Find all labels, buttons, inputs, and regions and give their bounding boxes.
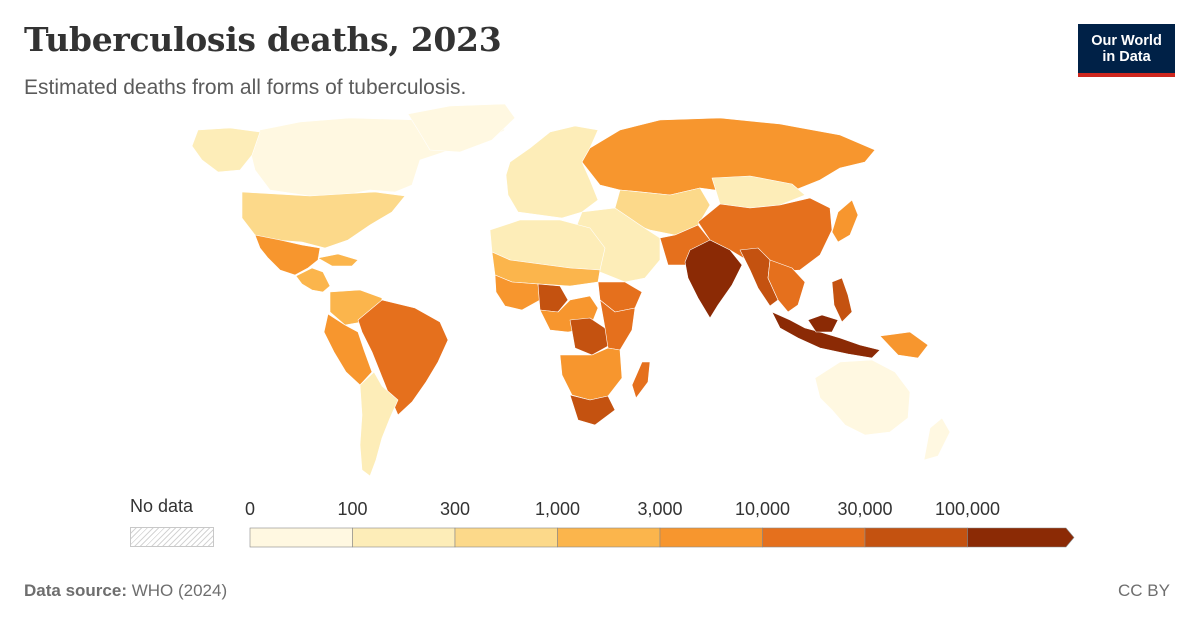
map-region[interactable] [505,125,599,219]
map-region[interactable] [684,239,743,319]
license-label[interactable]: CC BY [1118,581,1170,600]
legend-bin[interactable] [967,527,1075,548]
map-region[interactable] [807,314,839,333]
map-region[interactable] [771,311,881,359]
logo-line-2: in Data [1102,48,1151,65]
map-region[interactable] [317,253,359,267]
chart-subtitle: Estimated deaths from all forms of tuber… [24,76,467,99]
map-region[interactable] [923,417,951,461]
map-region[interactable] [569,394,616,426]
map-region[interactable] [697,197,833,273]
map-region[interactable] [599,299,636,351]
legend-bin[interactable] [454,527,558,548]
chart-title: Tuberculosis deaths, 2023 [24,20,502,59]
map-region[interactable] [831,277,853,323]
footer-source: Data source: WHO (2024) [24,581,227,601]
legend-tick-label: 10,000 [735,499,790,519]
legend-tick-label: 3,000 [637,499,682,519]
map-region[interactable] [191,127,261,173]
legend-no-data-swatch [130,527,214,547]
legend-tick-label: 100,000 [935,499,1000,519]
map-region[interactable] [295,267,331,293]
logo-line-1: Our World [1091,32,1162,49]
map-region[interactable] [537,283,569,313]
legend-color-scale: 0 100 300 1,000 3,000 10,000 30,000 100,000 [245,499,1075,548]
legend-bin[interactable] [864,527,968,548]
legend-bin[interactable] [352,527,456,548]
source-value[interactable]: WHO (2024) [131,581,228,600]
map-region[interactable] [814,359,911,436]
map-region[interactable] [357,299,449,416]
legend-bin[interactable] [762,527,866,548]
owid-logo[interactable]: Our World in Data [1078,24,1175,77]
map-region[interactable] [767,259,806,313]
legend-tick-label: 30,000 [837,499,892,519]
map-region[interactable] [879,331,929,359]
map-region[interactable] [494,274,541,311]
legend-tick-label: 100 [337,499,367,519]
legend-bin[interactable] [659,527,763,548]
legend-tick-label: 1,000 [535,499,580,519]
map-region[interactable] [831,199,859,243]
map-region[interactable] [359,371,399,477]
source-label: Data source: [24,581,127,600]
map-region[interactable] [407,103,516,153]
legend-tick-label: 300 [440,499,470,519]
legend-no-data-label: No data [130,496,194,516]
legend-bin[interactable] [249,527,353,548]
map-region[interactable] [559,347,623,401]
legend-tick-label: 0 [245,499,255,519]
legend-bin[interactable] [557,527,661,548]
map-region[interactable] [254,234,321,276]
map-region[interactable] [323,313,373,386]
map-region[interactable] [631,361,651,399]
world-map[interactable] [120,100,1080,480]
